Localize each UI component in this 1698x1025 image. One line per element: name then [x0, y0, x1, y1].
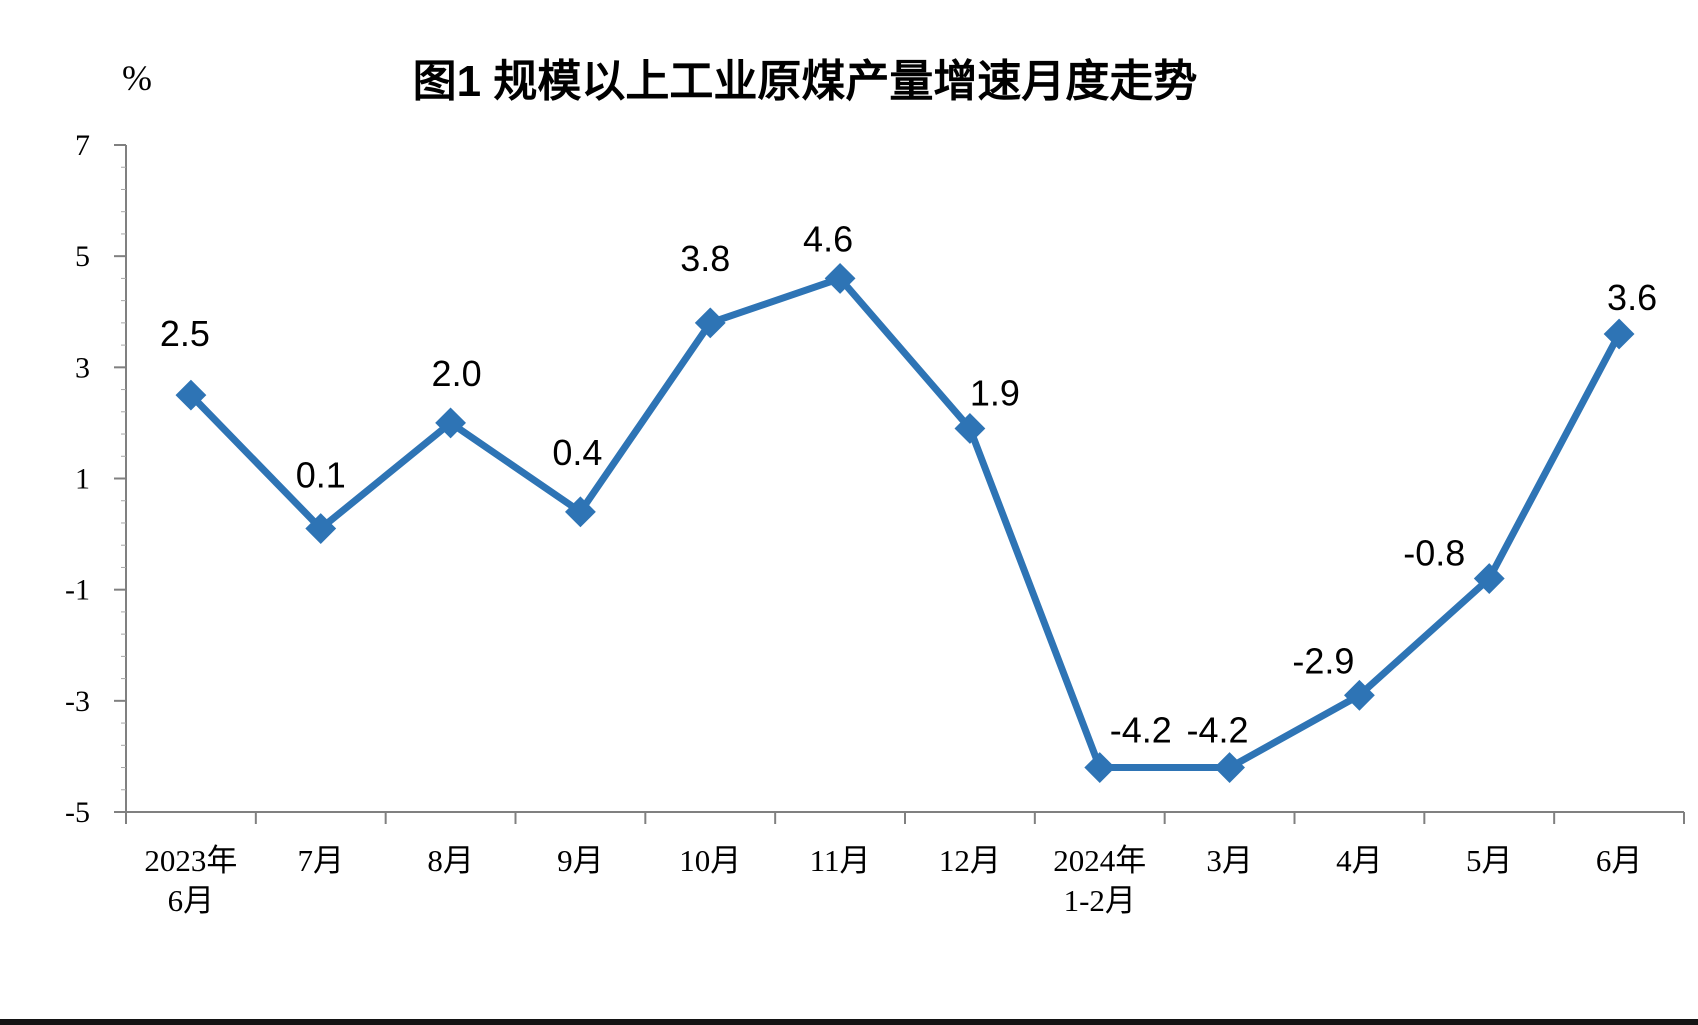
data-label: -2.9: [1292, 640, 1354, 681]
y-tick-label: 7: [75, 129, 90, 162]
data-point-marker: [954, 413, 986, 444]
x-tick-label: 9月: [557, 843, 604, 878]
data-point-marker: [435, 407, 466, 439]
data-label: 0.4: [552, 432, 602, 473]
data-label: 3.6: [1607, 277, 1657, 318]
data-label: 1.9: [970, 372, 1020, 413]
data-label: 2.0: [432, 353, 482, 394]
data-label: 3.8: [680, 238, 730, 279]
data-point-marker: [1084, 752, 1116, 783]
data-point-marker: [694, 307, 726, 339]
data-label: 0.1: [296, 455, 346, 496]
axes: 7 5 3 1 -1 -3 -5 2023年 6月 7月 8月 9月 10月 11月 12月 2024年 1-2…: [65, 129, 1685, 918]
y-tick-label: 5: [75, 240, 90, 273]
x-tick-label: 12月: [939, 843, 1001, 878]
data-point-marker: [1603, 318, 1635, 350]
data-point-marker: [824, 262, 856, 294]
x-tick-label: 6月: [1596, 843, 1643, 878]
x-tick-label: 10月: [679, 843, 741, 878]
data-point-marker: [1473, 563, 1505, 594]
data-label: -0.8: [1403, 533, 1465, 574]
y-tick-label: -5: [65, 796, 90, 829]
x-tick-label: 8月: [427, 843, 474, 878]
x-tick-label: 3月: [1206, 843, 1253, 878]
x-tick-label: 7月: [298, 843, 345, 878]
data-label: -4.2: [1110, 710, 1172, 751]
y-tick-label: 3: [75, 351, 90, 384]
data-label: 4.6: [803, 218, 853, 259]
y-tick-label: 1: [75, 463, 90, 496]
data-point-marker: [175, 379, 207, 411]
x-tick-label: 5月: [1466, 843, 1513, 878]
data-label: -4.2: [1187, 710, 1249, 751]
chart-title: 图1 规模以上工业原煤产量增速月度走势: [413, 57, 1198, 106]
x-tick-label: 2024年: [1053, 843, 1146, 878]
data-point-marker: [565, 496, 596, 528]
window-bottom-edge: [0, 1019, 1698, 1025]
x-tick-label: 11月: [810, 843, 871, 878]
x-tick-label: 4月: [1336, 843, 1383, 878]
series-group: 2.5 0.1 2.0 0.4 3.8 4.6 1.9 -4.2 -4.2 -2.9 -0.8 3.6: [160, 218, 1657, 783]
x-tick-label-line2: 6月: [168, 883, 215, 918]
x-tick-label: 2023年: [144, 843, 237, 878]
y-tick-label: -1: [65, 574, 90, 607]
data-point-marker: [1214, 752, 1245, 783]
x-tick-label-line2: 1-2月: [1064, 883, 1136, 918]
y-axis-unit-label: %: [122, 58, 152, 98]
y-tick-label: -3: [65, 685, 90, 718]
data-point-marker: [1344, 679, 1375, 711]
data-label: 2.5: [160, 313, 210, 354]
trend-line: [187, 274, 1623, 772]
data-point-marker: [305, 513, 337, 544]
